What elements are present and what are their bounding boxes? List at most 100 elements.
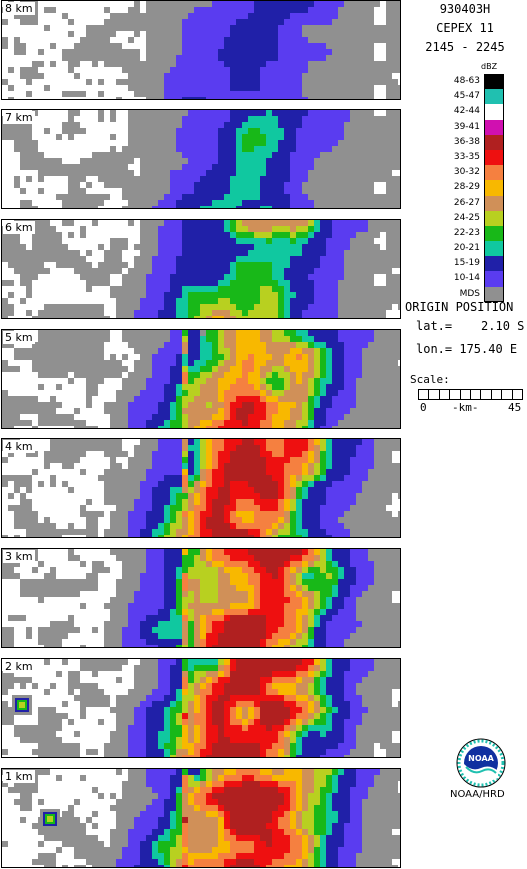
- reflectivity-cell: [356, 91, 362, 97]
- reflectivity-cell: [98, 439, 104, 445]
- reflectivity-cell: [230, 457, 236, 463]
- reflectivity-cell: [266, 408, 272, 414]
- reflectivity-cell: [26, 128, 32, 134]
- reflectivity-cell: [134, 396, 140, 402]
- reflectivity-cell: [362, 170, 368, 176]
- reflectivity-cell: [152, 19, 158, 25]
- reflectivity-cell: [260, 110, 266, 116]
- reflectivity-cell: [368, 348, 374, 354]
- reflectivity-cell: [296, 457, 302, 463]
- reflectivity-cell: [332, 97, 338, 99]
- reflectivity-cell: [254, 573, 260, 579]
- reflectivity-cell: [272, 316, 278, 318]
- reflectivity-cell: [92, 567, 98, 573]
- reflectivity-cell: [344, 128, 350, 134]
- reflectivity-cell: [254, 188, 260, 194]
- reflectivity-cell: [254, 457, 260, 463]
- reflectivity-cell: [344, 7, 350, 13]
- reflectivity-cell: [188, 122, 194, 128]
- reflectivity-cell: [332, 517, 338, 523]
- reflectivity-cell: [194, 529, 200, 535]
- reflectivity-cell: [212, 116, 218, 122]
- reflectivity-cell: [152, 529, 158, 535]
- reflectivity-cell: [326, 232, 332, 238]
- reflectivity-cell: [326, 110, 332, 116]
- reflectivity-cell: [344, 238, 350, 244]
- reflectivity-cell: [206, 493, 212, 499]
- reflectivity-cell: [356, 244, 362, 250]
- reflectivity-cell: [152, 439, 158, 445]
- reflectivity-cell: [176, 535, 182, 537]
- reflectivity-cell: [242, 164, 248, 170]
- reflectivity-cell: [242, 378, 248, 384]
- reflectivity-cell: [170, 49, 176, 55]
- reflectivity-cell: [80, 342, 86, 348]
- reflectivity-cell: [20, 146, 26, 152]
- reflectivity-cell: [362, 310, 368, 316]
- reflectivity-cell: [236, 158, 242, 164]
- reflectivity-cell: [188, 310, 194, 316]
- reflectivity-cell: [374, 220, 380, 226]
- reflectivity-cell: [104, 529, 110, 535]
- reflectivity-cell: [362, 402, 368, 408]
- reflectivity-cell: [266, 85, 272, 91]
- reflectivity-cell: [230, 61, 236, 67]
- reflectivity-cell: [14, 487, 20, 493]
- reflectivity-cell: [110, 487, 116, 493]
- reflectivity-cell: [62, 206, 68, 208]
- reflectivity-cell: [314, 13, 320, 19]
- reflectivity-cell: [224, 414, 230, 420]
- reflectivity-cell: [2, 342, 8, 348]
- reflectivity-cell: [128, 310, 134, 316]
- reflectivity-cell: [200, 481, 206, 487]
- reflectivity-cell: [188, 182, 194, 188]
- reflectivity-cell: [392, 61, 398, 67]
- reflectivity-cell: [320, 232, 326, 238]
- reflectivity-cell: [200, 396, 206, 402]
- reflectivity-cell: [278, 140, 284, 146]
- reflectivity-cell: [200, 420, 206, 426]
- reflectivity-cell: [350, 457, 356, 463]
- reflectivity-cell: [242, 134, 248, 140]
- reflectivity-cell: [368, 304, 374, 310]
- reflectivity-cell: [290, 128, 296, 134]
- reflectivity-cell: [386, 226, 392, 232]
- reflectivity-cell: [248, 176, 254, 182]
- reflectivity-cell: [32, 426, 38, 428]
- reflectivity-cell: [176, 360, 182, 366]
- reflectivity-cell: [236, 31, 242, 37]
- reflectivity-cell: [116, 481, 122, 487]
- reflectivity-cell: [272, 499, 278, 505]
- reflectivity-cell: [392, 561, 398, 567]
- reflectivity-cell: [242, 25, 248, 31]
- reflectivity-cell: [128, 19, 134, 25]
- reflectivity-cell: [218, 487, 224, 493]
- reflectivity-cell: [122, 402, 128, 408]
- reflectivity-cell: [320, 85, 326, 91]
- reflectivity-cell: [302, 25, 308, 31]
- reflectivity-cell: [326, 561, 332, 567]
- reflectivity-cell: [188, 487, 194, 493]
- reflectivity-cell: [236, 292, 242, 298]
- reflectivity-cell: [146, 19, 152, 25]
- reflectivity-cell: [188, 402, 194, 408]
- reflectivity-cell: [44, 414, 50, 420]
- reflectivity-cell: [170, 493, 176, 499]
- reflectivity-cell: [314, 511, 320, 517]
- reflectivity-cell: [260, 567, 266, 573]
- reflectivity-cell: [104, 372, 110, 378]
- reflectivity-cell: [338, 176, 344, 182]
- reflectivity-cell: [224, 238, 230, 244]
- reflectivity-cell: [224, 268, 230, 274]
- reflectivity-cell: [152, 420, 158, 426]
- reflectivity-cell: [236, 378, 242, 384]
- reflectivity-cell: [260, 316, 266, 318]
- reflectivity-cell: [86, 573, 92, 579]
- reflectivity-cell: [140, 298, 146, 304]
- reflectivity-cell: [266, 43, 272, 49]
- reflectivity-cell: [182, 43, 188, 49]
- reflectivity-cell: [332, 262, 338, 268]
- reflectivity-cell: [374, 304, 380, 310]
- reflectivity-cell: [14, 43, 20, 49]
- reflectivity-cell: [284, 85, 290, 91]
